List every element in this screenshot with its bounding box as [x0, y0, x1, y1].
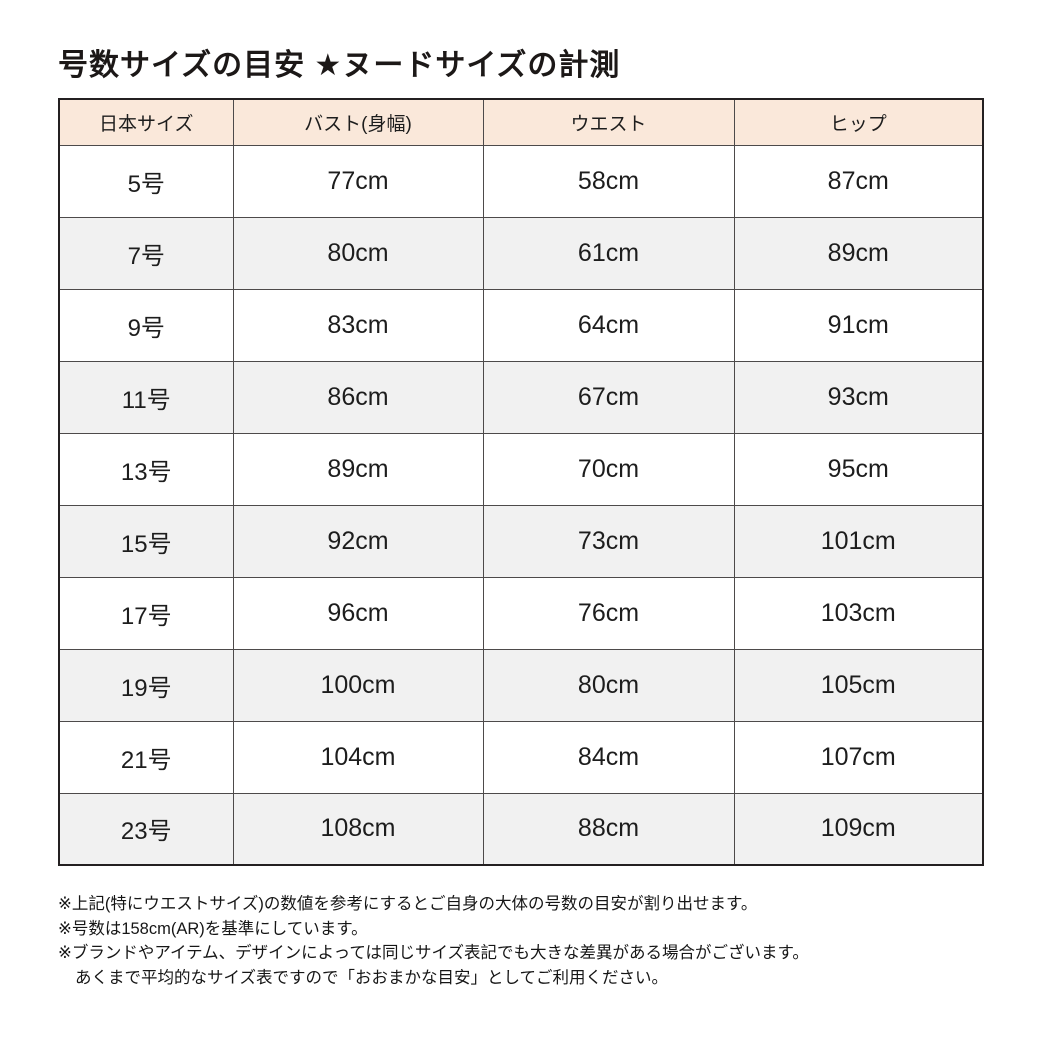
table-row-size-23: 23号 108cm 88cm 109cm — [58, 792, 984, 866]
cell-waist: 73cm — [482, 504, 735, 578]
cell-bust: 89cm — [232, 432, 484, 506]
cell-bust: 83cm — [232, 288, 484, 362]
cell-hip: 103cm — [733, 576, 984, 650]
table-row-size-11: 11号 86cm 67cm 93cm — [58, 360, 984, 434]
cell-bust: 108cm — [232, 792, 484, 866]
cell-bust: 104cm — [232, 720, 484, 794]
cell-waist: 61cm — [482, 216, 735, 290]
size-table: 日本サイズ バスト(身幅) ウエスト ヒップ 5号 77cm 58cm 87cm… — [58, 98, 984, 866]
size-table-header-row: 日本サイズ バスト(身幅) ウエスト ヒップ — [58, 98, 984, 146]
col-header-hip: ヒップ — [733, 98, 984, 146]
col-header-bust: バスト(身幅) — [232, 98, 484, 146]
note-line-2: ※号数は158cm(AR)を基準にしています。 — [58, 919, 368, 938]
cell-waist: 70cm — [482, 432, 735, 506]
col-header-japan-size: 日本サイズ — [58, 98, 234, 146]
cell-size: 21号 — [58, 720, 234, 794]
cell-hip: 87cm — [733, 144, 984, 218]
table-row-size-5: 5号 77cm 58cm 87cm — [58, 144, 984, 218]
cell-hip: 105cm — [733, 648, 984, 722]
footnotes: ※上記(特にウエストサイズ)の数値を参考にするとご自身の大体の号数の目安が割り出… — [58, 892, 988, 990]
cell-waist: 84cm — [482, 720, 735, 794]
cell-size: 23号 — [58, 792, 234, 866]
cell-size: 19号 — [58, 648, 234, 722]
cell-hip: 107cm — [733, 720, 984, 794]
cell-waist: 67cm — [482, 360, 735, 434]
cell-hip: 101cm — [733, 504, 984, 578]
cell-bust: 92cm — [232, 504, 484, 578]
cell-waist: 76cm — [482, 576, 735, 650]
table-row-size-19: 19号 100cm 80cm 105cm — [58, 648, 984, 722]
cell-bust: 96cm — [232, 576, 484, 650]
col-header-waist: ウエスト — [482, 98, 735, 146]
cell-size: 17号 — [58, 576, 234, 650]
cell-hip: 95cm — [733, 432, 984, 506]
table-row-size-13: 13号 89cm 70cm 95cm — [58, 432, 984, 506]
cell-hip: 93cm — [733, 360, 984, 434]
table-row-size-9: 9号 83cm 64cm 91cm — [58, 288, 984, 362]
table-row-size-17: 17号 96cm 76cm 103cm — [58, 576, 984, 650]
cell-bust: 80cm — [232, 216, 484, 290]
cell-size: 13号 — [58, 432, 234, 506]
table-row-size-7: 7号 80cm 61cm 89cm — [58, 216, 984, 290]
cell-bust: 77cm — [232, 144, 484, 218]
cell-size: 7号 — [58, 216, 234, 290]
cell-waist: 80cm — [482, 648, 735, 722]
cell-bust: 86cm — [232, 360, 484, 434]
note-line-3: ※ブランドやアイテム、デザインによっては同じサイズ表記でも大きな差異がある場合が… — [58, 944, 809, 962]
cell-hip: 109cm — [733, 792, 984, 866]
cell-bust: 100cm — [232, 648, 484, 722]
cell-size: 11号 — [58, 360, 234, 434]
cell-waist: 64cm — [482, 288, 735, 362]
page-title: 号数サイズの目安 ★ヌードサイズの計測 — [58, 49, 621, 82]
cell-size: 9号 — [58, 288, 234, 362]
cell-hip: 91cm — [733, 288, 984, 362]
table-row-size-21: 21号 104cm 84cm 107cm — [58, 720, 984, 794]
cell-size: 15号 — [58, 504, 234, 578]
note-line-4: あくまで平均的なサイズ表ですので「おおまかな目安」としてご利用ください。 — [75, 968, 669, 987]
cell-hip: 89cm — [733, 216, 984, 290]
cell-waist: 88cm — [482, 792, 735, 866]
cell-waist: 58cm — [482, 144, 735, 218]
table-row-size-15: 15号 92cm 73cm 101cm — [58, 504, 984, 578]
cell-size: 5号 — [58, 144, 234, 218]
note-line-1: ※上記(特にウエストサイズ)の数値を参考にするとご自身の大体の号数の目安が割り出… — [58, 895, 758, 913]
